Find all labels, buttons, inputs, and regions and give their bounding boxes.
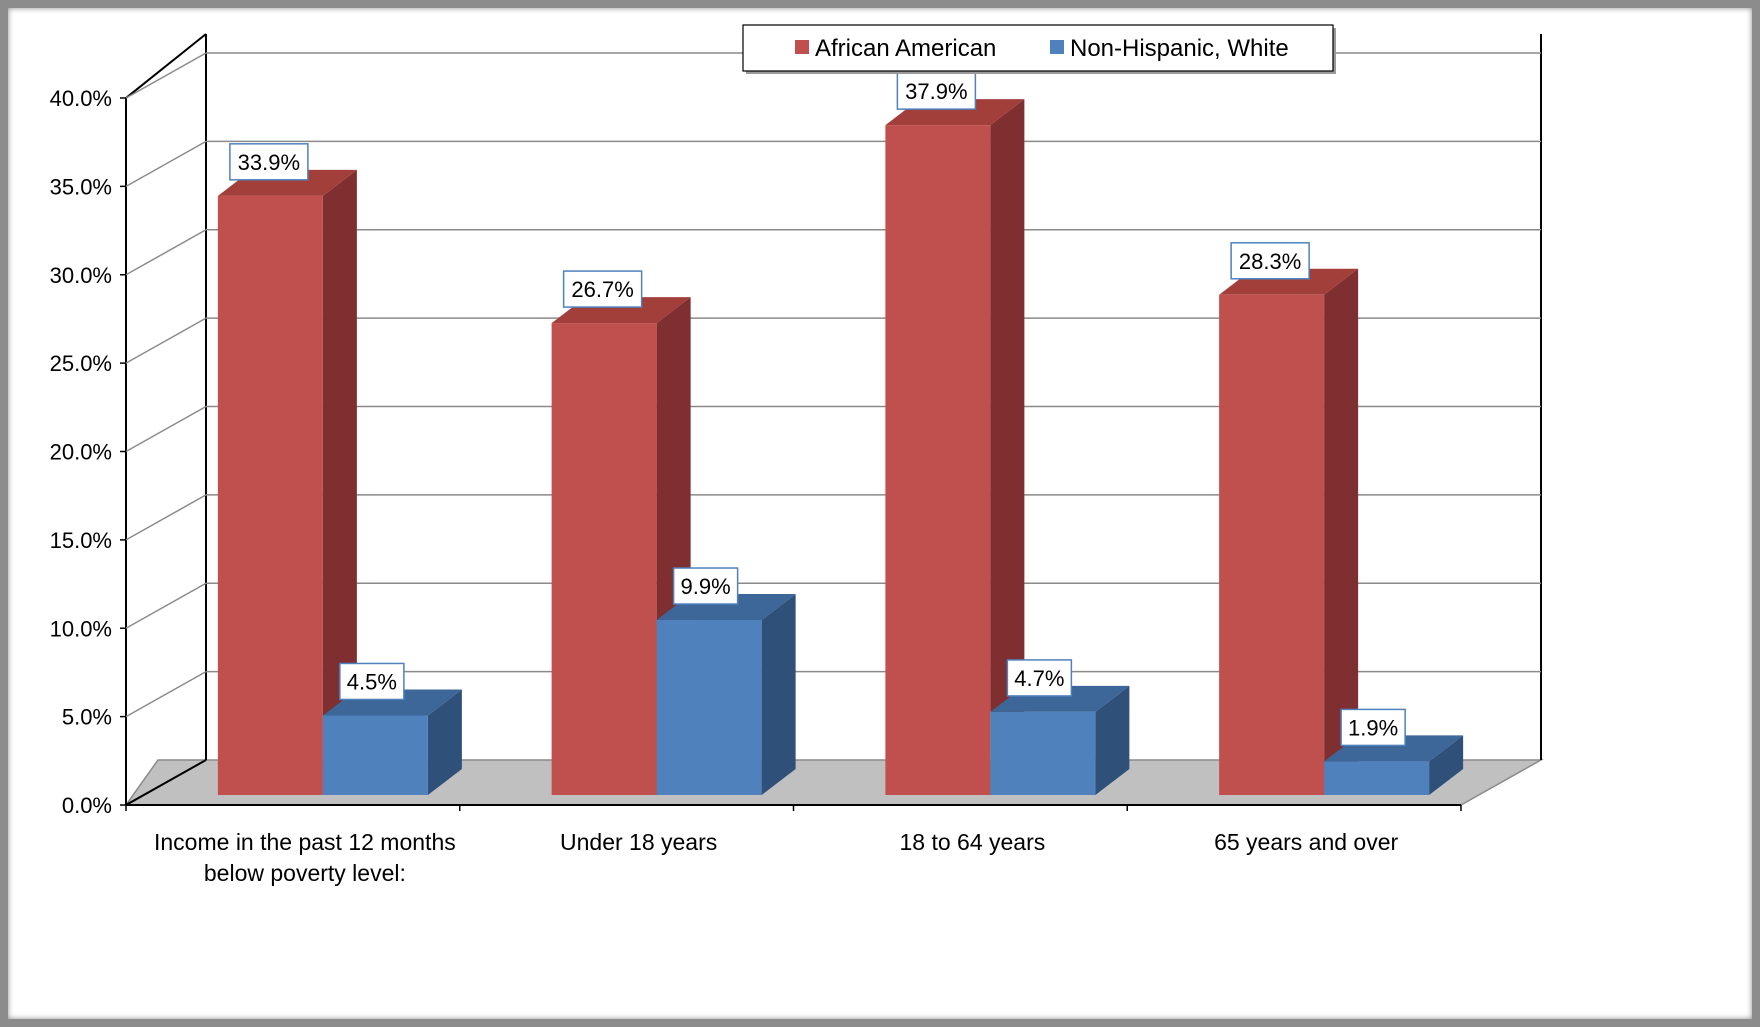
data-label: 33.9% xyxy=(238,150,300,175)
y-tick-label: 25.0% xyxy=(50,351,112,376)
bar-side xyxy=(1429,735,1464,795)
category-label: 65 years and over xyxy=(1214,829,1398,855)
data-label: 1.9% xyxy=(1348,715,1398,740)
data-label: 26.7% xyxy=(571,277,633,302)
data-label-box xyxy=(1230,242,1310,280)
legend-box xyxy=(742,24,1334,72)
bar-side xyxy=(990,99,1025,796)
data-label-box xyxy=(229,143,309,181)
bar-side xyxy=(322,169,357,795)
y-tick-label: 0.0% xyxy=(62,793,112,818)
gridline-wall xyxy=(125,52,207,99)
data-label: 4.5% xyxy=(347,669,397,694)
data-label: 28.3% xyxy=(1239,249,1301,274)
gridline-wall xyxy=(125,140,207,188)
bar xyxy=(217,195,323,795)
category-label: below poverty level: xyxy=(204,860,406,886)
data-label: 37.9% xyxy=(905,79,967,104)
bar xyxy=(322,715,428,795)
bar xyxy=(885,125,991,796)
y-tick-label: 40.0% xyxy=(50,86,112,111)
data-label-box xyxy=(1006,659,1073,697)
bar-side xyxy=(1324,268,1359,795)
bar-side xyxy=(1095,685,1130,795)
data-label-box xyxy=(562,270,643,308)
floor-left-edge xyxy=(125,759,207,806)
category-label: Under 18 years xyxy=(560,829,717,855)
category-label: Income in the past 12 months xyxy=(154,829,456,855)
gridline-wall xyxy=(125,582,207,629)
legend-swatch xyxy=(1050,40,1064,54)
gridline-wall xyxy=(125,405,207,453)
y-tick-label: 5.0% xyxy=(62,705,112,730)
bar xyxy=(656,620,762,795)
bar xyxy=(990,711,1096,795)
legend-label: African American xyxy=(815,35,996,62)
y-tick-label: 10.0% xyxy=(50,616,112,641)
chart-area: 0.0% 5.0% 10.0% 15.0% 20.0% 25.0% 30.0% 35.0% 40… xyxy=(8,8,1752,1019)
bar-side xyxy=(761,594,796,795)
gridline-wall xyxy=(125,494,207,541)
bar xyxy=(551,323,657,795)
left-wall-outline xyxy=(125,33,207,805)
data-label: 4.7% xyxy=(1014,666,1064,691)
data-label-box xyxy=(896,72,977,110)
gridline-wall xyxy=(125,317,207,364)
gridline-wall xyxy=(125,229,207,276)
legend-swatch xyxy=(795,40,809,54)
legend-label: Non-Hispanic, White xyxy=(1070,35,1289,62)
data-label-box xyxy=(1340,708,1406,747)
data-label: 9.9% xyxy=(681,574,731,599)
bar-side xyxy=(427,689,462,795)
data-label-box xyxy=(339,662,405,701)
bar xyxy=(1219,294,1325,795)
category-label: 18 to 64 years xyxy=(899,829,1045,855)
y-tick-label: 30.0% xyxy=(50,263,112,288)
y-tick-label: 20.0% xyxy=(50,440,112,465)
bar-chart: 0.0% 5.0% 10.0% 15.0% 20.0% 25.0% 30.0% 35.0% 40… xyxy=(50,24,1544,886)
bar xyxy=(1324,761,1430,795)
data-label-box xyxy=(672,567,739,605)
gridline-wall xyxy=(125,670,207,718)
y-tick-label: 15.0% xyxy=(50,528,112,553)
y-tick-label: 35.0% xyxy=(50,174,112,199)
